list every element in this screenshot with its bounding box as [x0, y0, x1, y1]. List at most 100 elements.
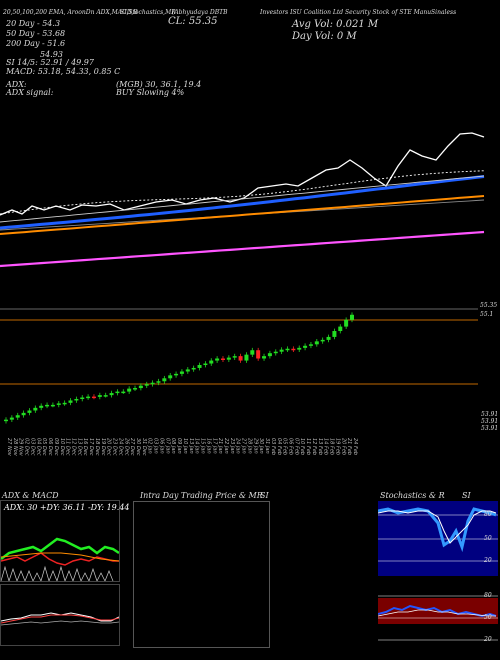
x-date-label: 11 Feb [305, 438, 311, 455]
x-date-label: 27 Nov [6, 438, 12, 457]
x-axis-dates: 27 Nov 28 Nov 29 Nov 02 Dec 03 Dec 04 Dec 05 D… [6, 438, 358, 457]
candle-body [238, 356, 243, 361]
stoch-level-20: 20 [484, 557, 492, 564]
adx-panel-title: ADX & MACD [2, 491, 59, 500]
candle-body [191, 367, 196, 370]
x-date-label: 28 Jan [246, 438, 252, 454]
x-date-label: 08 Jan [170, 438, 176, 454]
x-date-label: 18 Feb [329, 438, 335, 455]
x-date-label: 06 Feb [287, 438, 293, 455]
price-readout: 54.93 [40, 50, 63, 59]
x-date-label: 29 Nov [18, 438, 24, 457]
x-date-label: 03 Dec [29, 438, 35, 456]
candle-body [338, 326, 343, 332]
candle-body [103, 395, 108, 397]
candlestick-series [4, 312, 354, 424]
x-date-label: 17 Jan [211, 438, 217, 454]
candle-body [320, 339, 325, 342]
stoch-panel-title: Stochastics & R [380, 491, 445, 500]
x-date-label: 13 Dec [76, 438, 82, 456]
candle-body [144, 384, 149, 386]
x-date-label: 02 Jan [147, 438, 153, 454]
si-level-80: 80 [484, 592, 492, 599]
candle-body [27, 410, 32, 413]
candle-body [226, 357, 231, 360]
candle-body [150, 382, 155, 385]
intraday-panel-title: Intra Day Trading Price & MR [140, 491, 263, 500]
indicator-list: 20,50,100,200 EMA, AroonDn ADX,MACD,B [3, 9, 138, 16]
x-date-label: 16 Jan [205, 438, 211, 454]
main-chart: 27 Nov 28 Nov 29 Nov 02 Dec 03 Dec 04 Dec 05 D… [0, 132, 485, 457]
x-date-label: 10 Dec [59, 438, 65, 456]
ema100-line [0, 175, 485, 223]
candle-body [56, 403, 61, 405]
stock-full-name: Investors ISU Coalition Ltd Security Sto… [260, 9, 457, 16]
x-date-label: 10 Feb [299, 438, 305, 455]
x-date-label: 30 Dec [135, 438, 141, 456]
candle-body [39, 405, 44, 408]
candle-body [174, 373, 179, 376]
avg-volume: Avg Vol: 0.021 M [292, 19, 379, 30]
x-date-label: 18 Dec [94, 438, 100, 456]
price-reference-lines [0, 308, 478, 385]
candle-body [308, 344, 313, 346]
plus-di-line [1, 537, 119, 560]
adx-signal: BUY Slowing 4% [116, 88, 185, 97]
candle-body [220, 358, 225, 360]
x-date-label: 14 Jan [194, 438, 200, 454]
x-date-label: 22 Jan [223, 438, 229, 454]
price-axis-label-low1: 53.91 [481, 411, 499, 418]
adx-readout: ADX: 30 +DY: 36.11 -DY: 19.44 [4, 503, 130, 512]
x-date-label: 07 Feb [293, 438, 299, 455]
stoch-d-line [378, 510, 497, 544]
minus-di-line [1, 552, 119, 566]
x-date-label: 03 Feb [270, 438, 276, 455]
moving-average-lines [0, 132, 485, 268]
x-date-label: 27 Jan [241, 438, 247, 454]
x-date-label: 20 Feb [340, 438, 346, 455]
candle-body [244, 354, 249, 361]
x-date-label: 06 Dec [47, 438, 53, 456]
x-date-label: 20 Dec [106, 438, 112, 456]
candle-body [15, 415, 20, 418]
price-close-line [0, 132, 485, 216]
candle-body [21, 412, 26, 416]
x-date-label: 13 Jan [188, 438, 194, 454]
intraday-panel [133, 501, 270, 648]
price-axis-label-low3: 53.91 [481, 425, 499, 432]
x-date-label: 16 Dec [82, 438, 88, 456]
candle-body [256, 350, 261, 359]
candle-body [127, 388, 132, 392]
candle-body [291, 348, 296, 351]
x-date-label: 29 Jan [252, 438, 258, 454]
x-date-label: 21 Jan [217, 438, 223, 454]
candle-body [168, 375, 173, 379]
candle-body [133, 388, 138, 390]
x-date-label: 31 Dec [141, 438, 147, 456]
x-date-label: 12 Feb [311, 438, 317, 455]
candle-body [91, 396, 96, 399]
stoch-level-50: 50 [484, 535, 492, 542]
candle-body [68, 400, 73, 403]
candle-body [179, 371, 184, 374]
si-readout: SI 14/5: 52.91 / 49.97 [6, 58, 94, 67]
candle-body [97, 395, 102, 397]
x-date-label: 21 Feb [346, 438, 352, 455]
candle-body [86, 396, 91, 399]
price-axis-label-mid: 55.1 [480, 311, 494, 318]
macd-signal-line [1, 614, 119, 624]
macd-readout: MACD: 53.18, 54.33, 0.85 C [6, 67, 121, 76]
ema200-label: 200 Day - 51.6 [6, 39, 66, 48]
x-date-label: 31 Jan [264, 438, 270, 454]
stoch-level-80: 80 [484, 511, 492, 518]
x-date-label: 28 Nov [12, 438, 18, 457]
x-date-label: 24 Jan [235, 438, 241, 454]
candle-body [62, 402, 67, 405]
ema20-label: 20 Day - 54.3 [6, 19, 61, 28]
ema50-label: 50 Day - 53.68 [6, 29, 66, 38]
x-date-label: 27 Dec [129, 438, 135, 456]
adx-histogram-outline [1, 565, 114, 581]
x-date-label: 13 Feb [317, 438, 323, 455]
x-date-label: 05 Feb [282, 438, 288, 455]
candle-body [4, 419, 8, 422]
